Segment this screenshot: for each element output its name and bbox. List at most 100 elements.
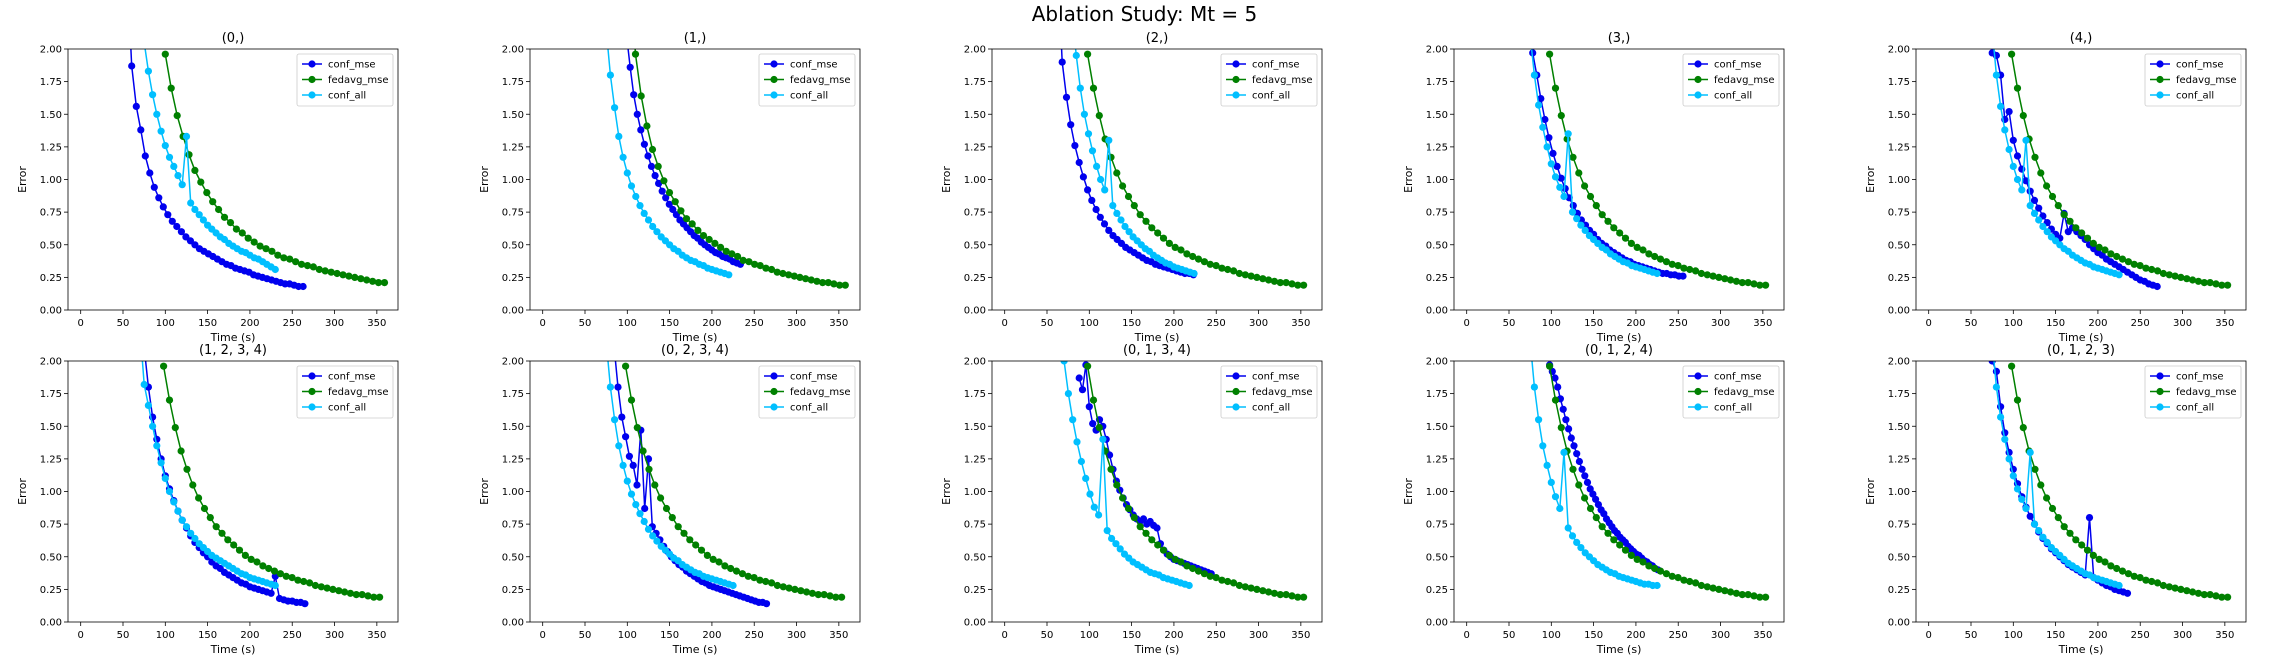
data-point-fedavg-mse (1253, 273, 1261, 281)
data-point-fedavg-mse (2060, 211, 2068, 219)
x-tick-label: 100 (1080, 318, 1099, 329)
data-point-conf-all (653, 228, 661, 236)
legend-swatch-marker (2156, 372, 2164, 380)
data-point-fedavg-mse (1136, 523, 1144, 531)
data-point-fedavg-mse (1680, 264, 1688, 272)
y-tick-label: 1.75 (1888, 77, 1910, 88)
y-tick-label: 1.75 (1426, 77, 1448, 88)
data-point-conf-mse (173, 222, 181, 231)
legend-swatch-marker (308, 372, 316, 380)
data-point-conf-all (603, 338, 610, 345)
y-tick-label: 0.25 (40, 585, 62, 596)
legend-box (758, 53, 856, 107)
data-point-conf-mse (2030, 196, 2039, 204)
data-point-conf-all (1086, 490, 1094, 498)
x-tick-label: 200 (240, 630, 259, 641)
y-tick-label: 0.75 (40, 520, 62, 531)
data-point-fedavg-mse (1235, 269, 1243, 278)
data-point-fedavg-mse (1703, 271, 1711, 279)
x-tick-label: 350 (2215, 630, 2234, 641)
y-tick-label: 1.00 (1426, 175, 1448, 186)
data-point-conf-all (1108, 534, 1116, 543)
chart-panel: (4,) 0 50 100 150 200 250 300 350 0.00 0.25 0.50 0.7… (1864, 31, 2247, 344)
legend-label-conf-mse: conf_mse (2176, 372, 2224, 383)
legend-label-conf-all: conf_all (1714, 403, 1752, 414)
x-tick-label: 50 (1965, 318, 1978, 329)
data-point-conf-all (1547, 160, 1555, 168)
y-tick-label: 0.00 (40, 618, 62, 629)
data-point-fedavg-mse (779, 269, 787, 278)
x-tick-label: 100 (156, 630, 175, 641)
data-point-fedavg-mse (197, 178, 205, 186)
data-point-conf-all (187, 529, 195, 537)
data-point-conf-all (632, 501, 640, 509)
legend-box (758, 365, 856, 419)
data-point-fedavg-mse (1212, 574, 1220, 582)
data-point-fedavg-mse (2013, 84, 2022, 92)
chart-panel: (2,) 0 50 100 150 200 250 300 350 0.00 0.25 0.50 0.7… (940, 31, 1323, 344)
legend-swatch-marker (1232, 60, 1240, 68)
legend-box (1682, 53, 1780, 107)
data-point-fedavg-mse (2183, 275, 2191, 283)
data-point-fedavg-mse (814, 591, 822, 599)
data-point-fedavg-mse (1610, 536, 1618, 544)
chart-panel: (0, 1, 3, 4) 0 50 100 150 200 250 300 350 0.00 0.2… (940, 279, 1323, 656)
data-point-conf-all (1052, 279, 1059, 286)
data-point-conf-all (178, 516, 186, 524)
data-point-fedavg-mse (1651, 252, 1659, 261)
data-point-conf-all (161, 474, 169, 482)
y-tick-label: 2.00 (1426, 357, 1448, 368)
data-point-conf-all (1543, 461, 1551, 469)
data-point-conf-mse (141, 344, 148, 351)
data-point-conf-mse (658, 187, 666, 195)
legend: conf_mse fedavg_mse conf_all (1682, 365, 1780, 419)
data-point-fedavg-mse (1154, 229, 1162, 237)
data-point-conf-all (1556, 504, 1564, 513)
data-point-conf-all (2005, 145, 2013, 154)
data-point-fedavg-mse (2107, 250, 2115, 258)
y-tick-label: 2.00 (502, 45, 524, 56)
data-point-fedavg-mse (171, 424, 179, 432)
data-point-fedavg-mse (2136, 262, 2144, 270)
data-point-fedavg-mse (2154, 267, 2162, 275)
data-point-fedavg-mse (363, 276, 371, 284)
data-point-fedavg-mse (732, 567, 741, 575)
data-point-fedavg-mse (841, 281, 849, 289)
y-tick-label: 0.00 (1888, 306, 1910, 317)
panel-title: (4,) (2070, 31, 2093, 46)
data-point-conf-mse (611, 344, 618, 351)
data-point-fedavg-mse (703, 551, 712, 560)
data-point-fedavg-mse (370, 593, 378, 601)
x-tick-label: 50 (1041, 318, 1054, 329)
legend-label-conf-mse: conf_mse (1252, 60, 1300, 71)
data-point-fedavg-mse (1230, 267, 1238, 275)
data-point-fedavg-mse (654, 162, 662, 170)
x-tick-label: 100 (156, 318, 175, 329)
data-point-fedavg-mse (1575, 169, 1583, 177)
y-tick-label: 1.50 (40, 110, 62, 121)
data-point-fedavg-mse (1732, 589, 1740, 597)
data-point-fedavg-mse (1107, 153, 1115, 161)
data-point-conf-all (1113, 209, 1121, 217)
legend-swatch-marker (2156, 60, 2164, 68)
data-point-fedavg-mse (380, 279, 389, 287)
y-tick-label: 1.50 (1426, 422, 1448, 433)
data-point-fedavg-mse (2165, 583, 2173, 591)
y-tick-label: 1.00 (964, 175, 986, 186)
data-point-conf-all (1125, 228, 1133, 236)
data-point-conf-all (1522, 279, 1529, 286)
data-point-fedavg-mse (1680, 576, 1688, 584)
data-point-fedavg-mse (1119, 494, 1127, 502)
data-point-fedavg-mse (1645, 250, 1653, 258)
data-point-fedavg-mse (2066, 529, 2074, 537)
x-tick-label: 300 (2173, 630, 2192, 641)
data-point-fedavg-mse (288, 574, 296, 582)
data-point-fedavg-mse (351, 273, 359, 281)
x-tick-label: 100 (618, 318, 637, 329)
data-point-fedavg-mse (832, 593, 840, 601)
data-point-conf-all (1101, 186, 1109, 194)
data-point-fedavg-mse (2218, 593, 2226, 601)
data-point-conf-all (153, 110, 161, 118)
y-axis-label: Error (940, 166, 953, 193)
legend-label-conf-all: conf_all (790, 91, 828, 102)
